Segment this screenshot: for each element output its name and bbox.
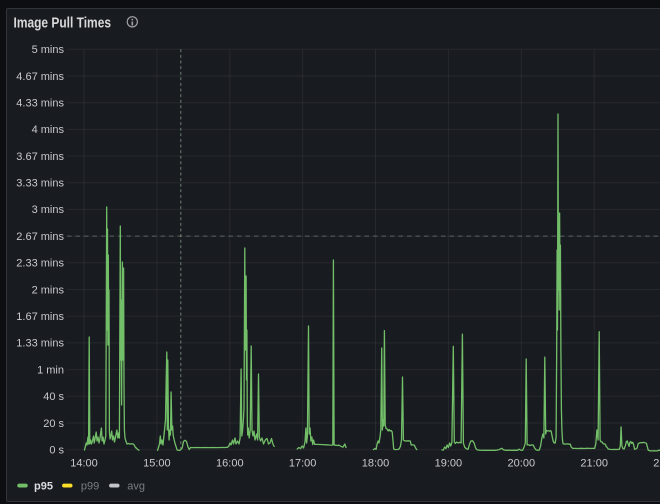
svg-text:5 mins: 5 mins [32,44,65,56]
svg-text:18:00: 18:00 [362,458,390,470]
svg-text:p95: p95 [34,480,53,492]
svg-text:4.67 mins: 4.67 mins [16,71,64,83]
svg-text:16:00: 16:00 [216,458,244,470]
svg-text:1 min: 1 min [37,364,64,376]
svg-text:2.67 mins: 2.67 mins [16,231,64,243]
svg-text:3.33 mins: 3.33 mins [16,178,64,190]
svg-text:1.67 mins: 1.67 mins [16,311,64,323]
svg-text:14:00: 14:00 [70,458,98,470]
svg-text:4 mins: 4 mins [32,124,65,136]
svg-text:17:00: 17:00 [289,458,317,470]
svg-text:22:00: 22:00 [653,458,660,470]
svg-text:21:00: 21:00 [580,458,608,470]
svg-text:20:00: 20:00 [508,458,536,470]
svg-text:0 s: 0 s [49,445,64,457]
svg-text:2 mins: 2 mins [32,284,65,296]
svg-text:1.33 mins: 1.33 mins [16,338,64,350]
svg-text:2.33 mins: 2.33 mins [16,258,64,270]
svg-text:3.67 mins: 3.67 mins [16,151,64,163]
svg-text:15:00: 15:00 [143,458,171,470]
svg-text:p99: p99 [81,480,99,492]
svg-text:4.33 mins: 4.33 mins [16,98,64,110]
svg-text:19:00: 19:00 [435,458,463,470]
svg-text:avg: avg [127,480,145,492]
svg-text:40 s: 40 s [43,391,64,403]
svg-text:Image Pull Times: Image Pull Times [14,15,112,32]
svg-text:20 s: 20 s [43,418,64,430]
svg-text:3 mins: 3 mins [32,204,65,216]
